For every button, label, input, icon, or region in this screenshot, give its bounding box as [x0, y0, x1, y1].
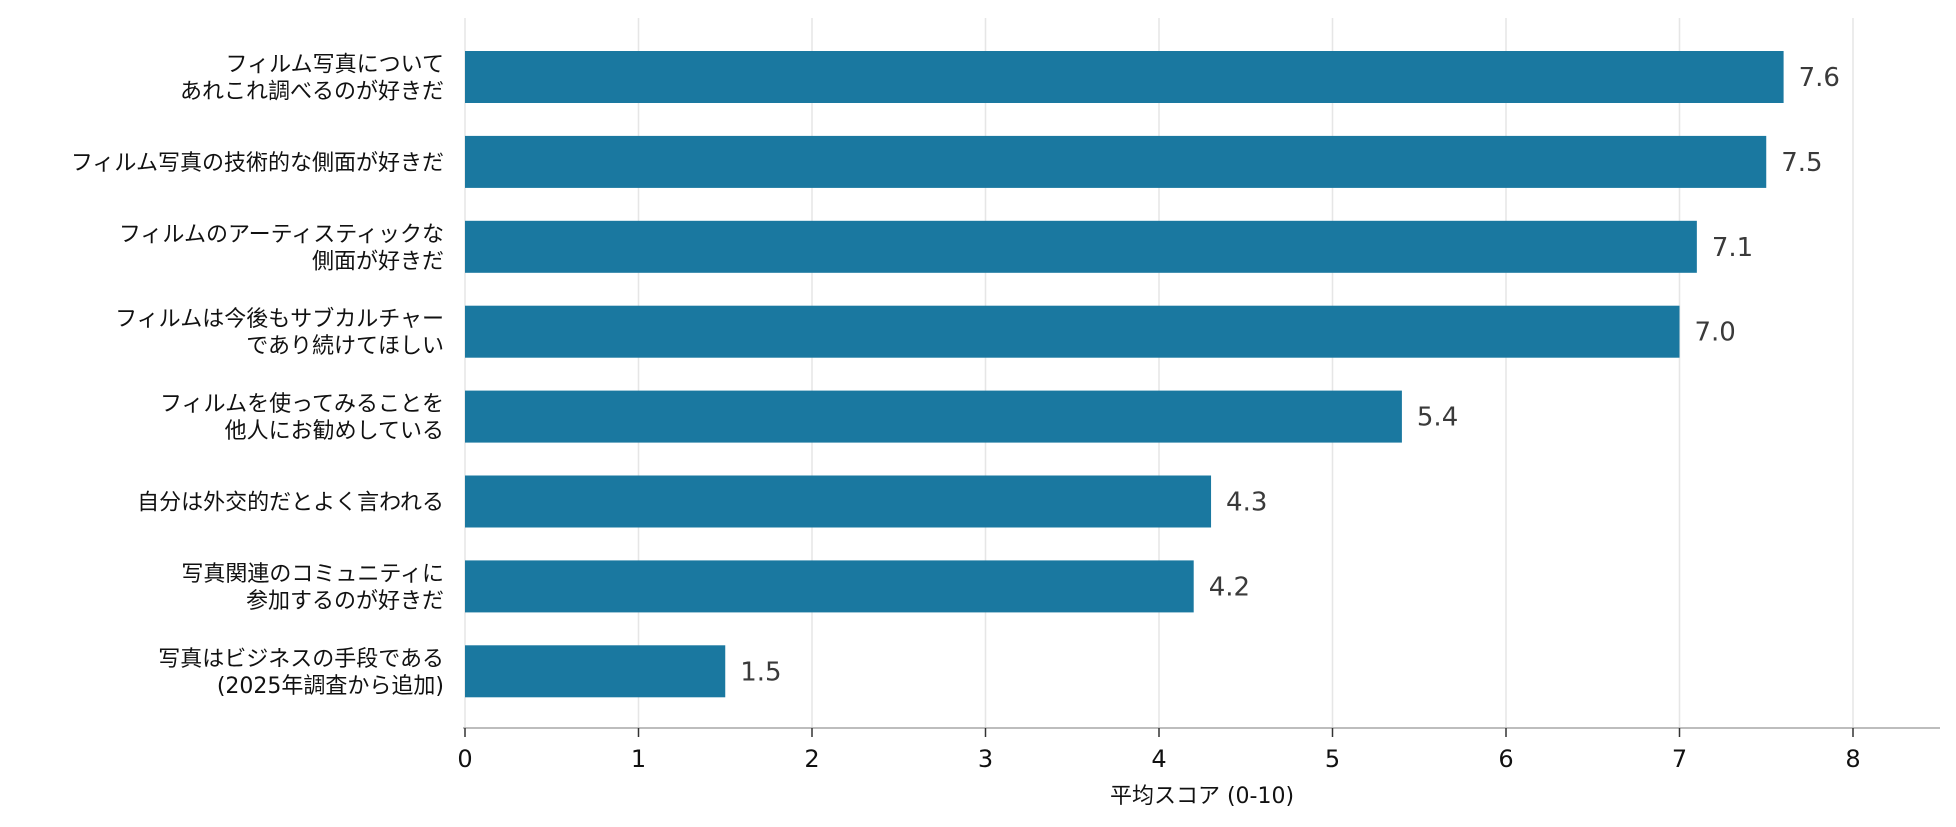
- x-tick-label: 0: [457, 745, 472, 773]
- gridlines: [464, 18, 1854, 728]
- value-label: 1.5: [740, 657, 781, 687]
- bar: [465, 560, 1194, 613]
- category-label-line: (2025年調査から追加): [217, 674, 444, 699]
- bar: [465, 135, 1767, 188]
- category-labels: フィルム写真についてあれこれ調べるのが好きだフィルム写真の技術的な側面が好きだフ…: [71, 53, 444, 699]
- x-ticks: 0 1 2 3 4 5 6 7 8: [457, 728, 1861, 773]
- x-tick-label: 3: [978, 745, 993, 773]
- value-label: 7.5: [1781, 148, 1822, 178]
- category-label-line: 他人にお勧めしている: [225, 419, 444, 444]
- category-label-line: 参加するのが好きだ: [246, 589, 444, 614]
- category-label-line: フィルム写真について: [226, 53, 444, 78]
- value-label: 7.0: [1695, 318, 1736, 348]
- category-label-line: 写真はビジネスの手段である: [158, 647, 444, 672]
- category-label-line: 写真関連のコミュニティに: [181, 562, 444, 587]
- category-label-line: であり続けてほしい: [246, 334, 444, 359]
- bar: [465, 475, 1212, 528]
- value-labels: 7.6 7.5 7.1 7.0 5.4 4.3 4.2 1.5: [740, 63, 1840, 687]
- x-axis: 0 1 2 3 4 5 6 7 8: [457, 727, 1940, 773]
- bar: [465, 220, 1697, 273]
- x-tick-label: 7: [1672, 745, 1687, 773]
- bars: [465, 51, 1784, 698]
- x-tick-label: 5: [1325, 745, 1340, 773]
- category-label-line: フィルムを使ってみることを: [160, 392, 444, 417]
- category-label-line: 自分は外交的だとよく言われる: [137, 491, 444, 516]
- category-label-line: フィルム写真の技術的な側面が好きだ: [71, 151, 444, 176]
- x-tick-label: 8: [1845, 745, 1860, 773]
- bar: [465, 305, 1680, 358]
- x-tick-label: 1: [631, 745, 646, 773]
- category-label-line: フィルムは今後もサブカルチャー: [115, 307, 444, 332]
- category-label-line: フィルムのアーティスティックな: [119, 222, 444, 247]
- value-label: 4.2: [1209, 572, 1250, 602]
- bar: [465, 390, 1402, 443]
- bar: [465, 51, 1784, 103]
- value-label: 5.4: [1417, 403, 1458, 433]
- value-label: 4.3: [1226, 488, 1267, 518]
- category-label: 写真はビジネスの手段である(2025年調査から追加): [158, 647, 444, 699]
- x-tick-label: 2: [804, 745, 819, 773]
- x-axis-title: 平均スコア (0-10): [1110, 784, 1294, 809]
- category-label: 自分は外交的だとよく言われる: [137, 491, 444, 516]
- category-label-line: あれこれ調べるのが好きだ: [180, 80, 444, 105]
- category-label-line: 側面が好きだ: [312, 249, 444, 274]
- x-tick-label: 4: [1151, 745, 1166, 773]
- x-tick-label: 6: [1498, 745, 1513, 773]
- category-label: フィルム写真の技術的な側面が好きだ: [71, 151, 444, 176]
- value-label: 7.6: [1799, 63, 1840, 93]
- bar: [465, 645, 726, 698]
- value-label: 7.1: [1712, 233, 1753, 263]
